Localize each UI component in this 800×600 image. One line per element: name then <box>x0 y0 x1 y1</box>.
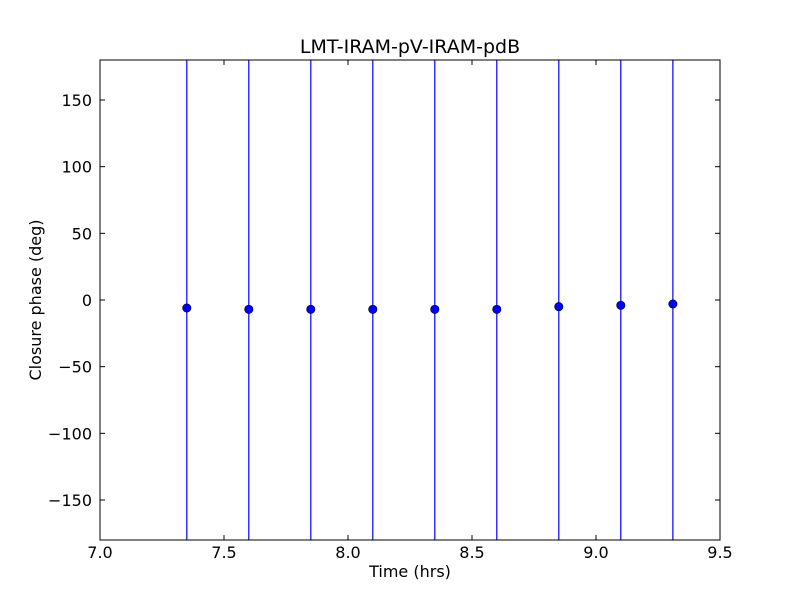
chart-title: LMT-IRAM-pV-IRAM-pdB <box>300 36 520 58</box>
data-point <box>430 304 440 314</box>
x-tick-label: 9.0 <box>583 543 608 562</box>
x-tick-label: 8.5 <box>459 543 484 562</box>
data-point <box>182 303 192 313</box>
y-axis-ticks: 150 100 50 0 −50 −100 −150 <box>48 91 720 510</box>
y-tick-label: 50 <box>72 224 92 243</box>
y-tick-label: 100 <box>61 158 92 177</box>
x-tick-label: 8.0 <box>335 543 360 562</box>
x-tick-label: 7.5 <box>211 543 236 562</box>
x-axis-ticks: 7.0 7.5 8.0 8.5 9.0 9.5 <box>87 60 733 562</box>
data-points <box>182 299 678 314</box>
x-tick-label: 7.0 <box>87 543 112 562</box>
x-axis-label: Time (hrs) <box>368 562 451 581</box>
plot-background <box>100 60 720 540</box>
y-tick-label: 150 <box>61 91 92 110</box>
data-point <box>306 304 316 314</box>
y-tick-label: −150 <box>48 491 92 510</box>
x-tick-label: 9.5 <box>707 543 732 562</box>
y-tick-label: −100 <box>48 424 92 443</box>
y-axis-label: Closure phase (deg) <box>26 219 45 380</box>
error-bars <box>186 60 674 540</box>
y-tick-label: −50 <box>58 358 92 377</box>
data-point <box>554 302 564 312</box>
data-point <box>616 300 626 310</box>
data-point <box>668 299 678 309</box>
plot-area <box>100 60 720 540</box>
data-point <box>244 304 254 314</box>
data-point <box>492 304 502 314</box>
data-point <box>368 304 378 314</box>
y-tick-label: 0 <box>82 291 92 310</box>
